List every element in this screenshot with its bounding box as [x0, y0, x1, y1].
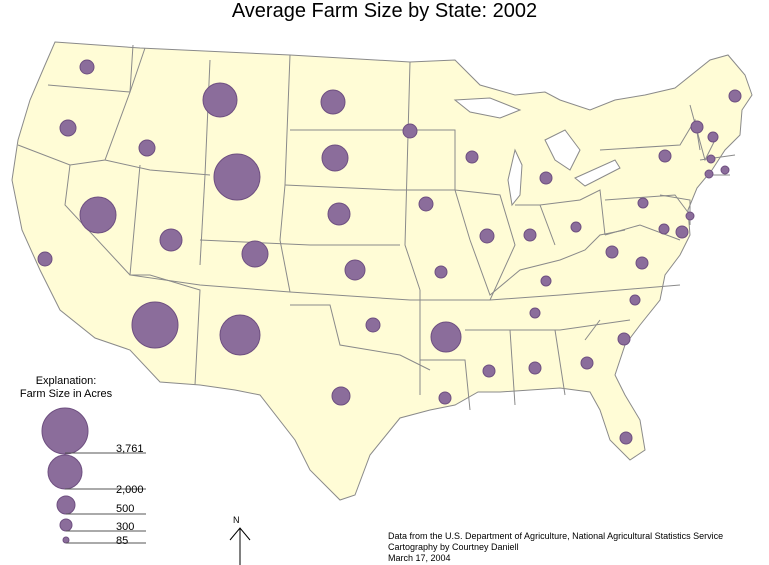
- legend-circle-500: [56, 495, 76, 515]
- state-borders: [17, 44, 736, 411]
- bubble-md: [658, 223, 670, 235]
- bubble-mo: [434, 265, 448, 279]
- bubble-nj: [675, 225, 689, 239]
- lake-michigan: [507, 148, 523, 207]
- legend-graphics: [41, 407, 146, 544]
- bubble-sc: [617, 332, 631, 346]
- bubble-wa: [79, 59, 95, 75]
- bubble-ct: [704, 169, 714, 179]
- legend-label-3761: 3,761: [116, 443, 144, 455]
- bubble-pa: [637, 197, 649, 209]
- north-arrow: [229, 527, 251, 565]
- bubble-vt: [690, 120, 704, 134]
- bubble-nc: [629, 294, 641, 306]
- bubble-il: [479, 228, 495, 244]
- bubble-ma: [706, 154, 716, 164]
- legend-circle-85: [62, 536, 70, 544]
- bubble-ut: [159, 228, 183, 252]
- bubble-de: [685, 211, 695, 221]
- bubble-al: [528, 361, 542, 375]
- lake-superior: [453, 97, 522, 119]
- legend-title: Explanation: Farm Size in Acres: [14, 375, 118, 401]
- bubble-wi: [465, 150, 479, 164]
- lake-erie: [574, 159, 621, 187]
- bubble-ks: [344, 259, 366, 281]
- bubble-la: [438, 391, 452, 405]
- map-title: Average Farm Size by State: 2002: [231, 0, 538, 22]
- bubble-in: [523, 228, 537, 242]
- legend-circle-3761: [41, 407, 89, 455]
- legend-circle-300: [59, 518, 73, 532]
- states-layer: [11, 41, 753, 501]
- farm-size-bubbles: [37, 59, 742, 445]
- bubble-ar: [430, 321, 462, 353]
- legend-label-2000: 2,000: [116, 484, 144, 496]
- bubble-ky: [540, 275, 552, 287]
- credits: Data from the U.S. Department of Agricul…: [388, 531, 723, 564]
- bubble-tx: [331, 386, 351, 406]
- bubble-ms: [482, 364, 496, 378]
- bubble-ca: [37, 251, 53, 267]
- bubble-ok: [365, 317, 381, 333]
- bubble-nm: [219, 314, 261, 356]
- bubble-fl: [619, 431, 633, 445]
- bubble-co: [241, 240, 269, 268]
- bubble-nd: [320, 89, 346, 115]
- bubble-mi: [539, 171, 553, 185]
- lake-huron: [544, 129, 581, 171]
- legend-title-line2: Farm Size in Acres: [19, 388, 113, 400]
- bubble-tn: [529, 307, 541, 319]
- legend-label-500: 500: [116, 503, 135, 515]
- legend-title-line1: Explanation:: [35, 375, 97, 387]
- bubble-mn: [402, 123, 418, 139]
- bubble-wy: [213, 153, 261, 201]
- legend-label-300: 300: [116, 521, 135, 533]
- bubble-mt: [202, 82, 238, 118]
- legend-circle-2000: [47, 454, 83, 490]
- credits-line2: Cartography by Courtney Daniell: [388, 542, 519, 552]
- bubble-ga: [580, 356, 594, 370]
- bubble-ne: [327, 202, 351, 226]
- legend-label-85: 85: [116, 535, 129, 547]
- bubble-ia: [418, 196, 434, 212]
- bubble-ny: [658, 149, 672, 163]
- bubble-wv: [605, 245, 619, 259]
- bubble-ri: [720, 165, 730, 175]
- bubble-sd: [321, 144, 349, 172]
- bubble-id: [138, 139, 156, 157]
- credits-line3: March 17, 2004: [388, 553, 451, 563]
- bubble-nh: [707, 131, 719, 143]
- bubble-va: [635, 256, 649, 270]
- bubble-nv: [79, 196, 117, 234]
- bubble-or: [59, 119, 77, 137]
- credits-line1: Data from the U.S. Department of Agricul…: [388, 531, 724, 541]
- bubble-oh: [570, 221, 582, 233]
- north-label: N: [233, 515, 240, 525]
- bubble-me: [728, 89, 742, 103]
- bubble-az: [131, 301, 179, 349]
